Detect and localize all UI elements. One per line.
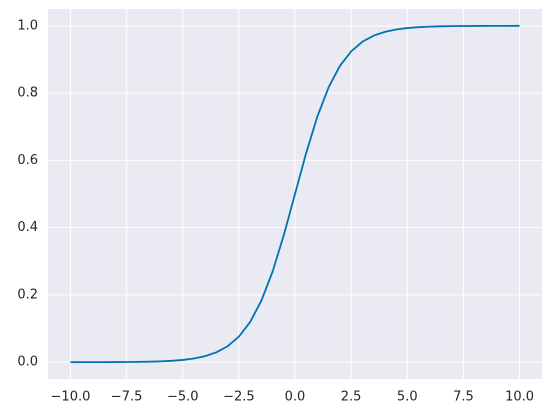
x-tick-label: 7.5	[453, 390, 474, 405]
x-tick-label: 5.0	[397, 390, 418, 405]
x-tick-label: 2.5	[341, 390, 362, 405]
y-tick-label: 0.8	[17, 86, 38, 101]
line	[70, 24, 520, 364]
y-tick-label: 0.4	[17, 220, 38, 235]
x-tick-label: −2.5	[223, 390, 255, 405]
x-tick-label: 0.0	[285, 390, 306, 405]
y-tick-label: 0.0	[17, 355, 38, 370]
y-tick-label: 1.0	[17, 18, 38, 33]
y-tick-label: 0.2	[17, 287, 38, 302]
x-tick-label: −7.5	[111, 390, 143, 405]
x-tick-label: −10.0	[51, 390, 91, 405]
x-tick-label: −5.0	[167, 390, 199, 405]
x-tick-label: 10.0	[505, 390, 534, 405]
y-tick-label: 0.6	[17, 153, 38, 168]
